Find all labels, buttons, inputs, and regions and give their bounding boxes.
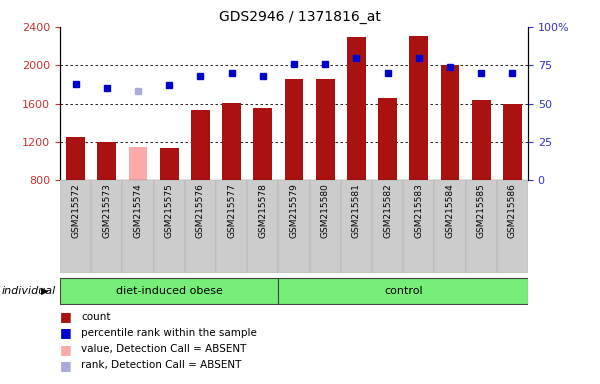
Bar <box>247 180 278 273</box>
Text: ■: ■ <box>60 326 72 339</box>
Bar <box>122 180 154 273</box>
Bar <box>440 65 460 180</box>
Bar <box>160 147 179 180</box>
Text: diet-induced obese: diet-induced obese <box>116 286 223 296</box>
Bar <box>316 79 335 180</box>
Bar <box>284 79 304 180</box>
Text: GSM215572: GSM215572 <box>71 183 80 238</box>
Bar <box>222 103 241 180</box>
Text: control: control <box>384 286 422 296</box>
Text: GSM215575: GSM215575 <box>164 183 174 238</box>
Bar <box>378 98 397 180</box>
Text: GSM215579: GSM215579 <box>290 183 299 238</box>
Text: ▶: ▶ <box>41 286 48 296</box>
Bar <box>278 180 310 273</box>
Bar <box>409 36 428 180</box>
Text: percentile rank within the sample: percentile rank within the sample <box>81 328 257 338</box>
Text: GSM215581: GSM215581 <box>352 183 361 238</box>
Text: GSM215586: GSM215586 <box>508 183 517 238</box>
Text: ■: ■ <box>60 359 72 372</box>
Bar <box>466 180 497 273</box>
Bar <box>278 278 528 304</box>
Text: GSM215576: GSM215576 <box>196 183 205 238</box>
Bar <box>341 180 372 273</box>
Text: GSM215584: GSM215584 <box>445 183 455 238</box>
Bar <box>91 180 122 273</box>
Text: GSM215580: GSM215580 <box>320 183 330 238</box>
Bar <box>347 38 366 180</box>
Bar <box>154 180 185 273</box>
Bar <box>503 104 522 180</box>
Text: value, Detection Call = ABSENT: value, Detection Call = ABSENT <box>81 344 247 354</box>
Bar <box>253 108 272 180</box>
Text: GSM215573: GSM215573 <box>102 183 112 238</box>
Text: GSM215577: GSM215577 <box>227 183 236 238</box>
Text: ■: ■ <box>60 310 72 323</box>
Bar <box>472 100 491 180</box>
Text: GSM215583: GSM215583 <box>414 183 424 238</box>
Bar <box>60 180 91 273</box>
Bar <box>97 142 116 180</box>
Bar <box>372 180 403 273</box>
Text: ■: ■ <box>60 343 72 356</box>
Text: count: count <box>81 312 110 322</box>
Text: GDS2946 / 1371816_at: GDS2946 / 1371816_at <box>219 10 381 23</box>
Bar <box>60 278 278 304</box>
Text: rank, Detection Call = ABSENT: rank, Detection Call = ABSENT <box>81 360 241 370</box>
Bar <box>128 147 148 180</box>
Bar <box>434 180 466 273</box>
Bar <box>216 180 247 273</box>
Text: GSM215574: GSM215574 <box>133 183 143 238</box>
Bar <box>310 180 341 273</box>
Bar <box>403 180 434 273</box>
Bar <box>66 137 85 180</box>
Bar <box>185 180 216 273</box>
Bar <box>497 180 528 273</box>
Bar <box>191 110 210 180</box>
Text: GSM215585: GSM215585 <box>476 183 485 238</box>
Text: individual: individual <box>2 286 56 296</box>
Text: GSM215582: GSM215582 <box>383 183 392 238</box>
Text: GSM215578: GSM215578 <box>258 183 267 238</box>
